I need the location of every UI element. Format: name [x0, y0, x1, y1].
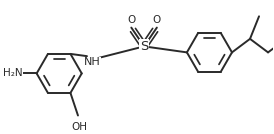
Text: O: O — [153, 15, 161, 25]
Text: H₂N: H₂N — [3, 68, 22, 78]
Text: O: O — [127, 15, 135, 25]
Text: S: S — [140, 40, 148, 53]
Text: NH: NH — [84, 57, 100, 67]
Text: OH: OH — [72, 122, 87, 132]
